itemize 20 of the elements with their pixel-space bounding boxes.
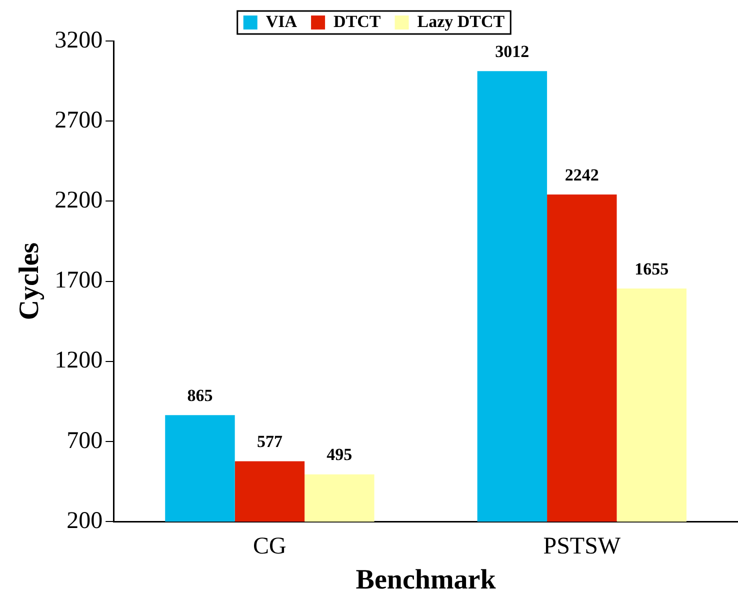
y-tick-label: 1200 bbox=[54, 348, 103, 374]
data-label: 3012 bbox=[495, 42, 530, 62]
x-axis-title: Benchmark bbox=[356, 564, 496, 596]
y-tick-label: 1700 bbox=[54, 268, 103, 294]
x-tick-label: PSTSW bbox=[543, 533, 621, 560]
x-tick-label: CG bbox=[253, 533, 286, 560]
legend-label: DTCT bbox=[334, 12, 382, 31]
data-label: 495 bbox=[326, 445, 352, 464]
data-label: 865 bbox=[187, 386, 213, 405]
y-tick-label: 2200 bbox=[54, 187, 103, 214]
y-tick-label: 2700 bbox=[54, 107, 103, 134]
data-label: 2242 bbox=[564, 165, 599, 184]
y-tick-label: 700 bbox=[66, 428, 103, 454]
y-tick-label: 3200 bbox=[54, 27, 103, 54]
y-axis-title: Cycles bbox=[14, 242, 46, 320]
data-label: 577 bbox=[256, 432, 283, 452]
legend-label: VIA bbox=[266, 12, 298, 31]
data-label: 1655 bbox=[634, 259, 669, 278]
y-tick-label: 200 bbox=[66, 508, 103, 534]
legend-label: Lazy DTCT bbox=[417, 12, 506, 31]
